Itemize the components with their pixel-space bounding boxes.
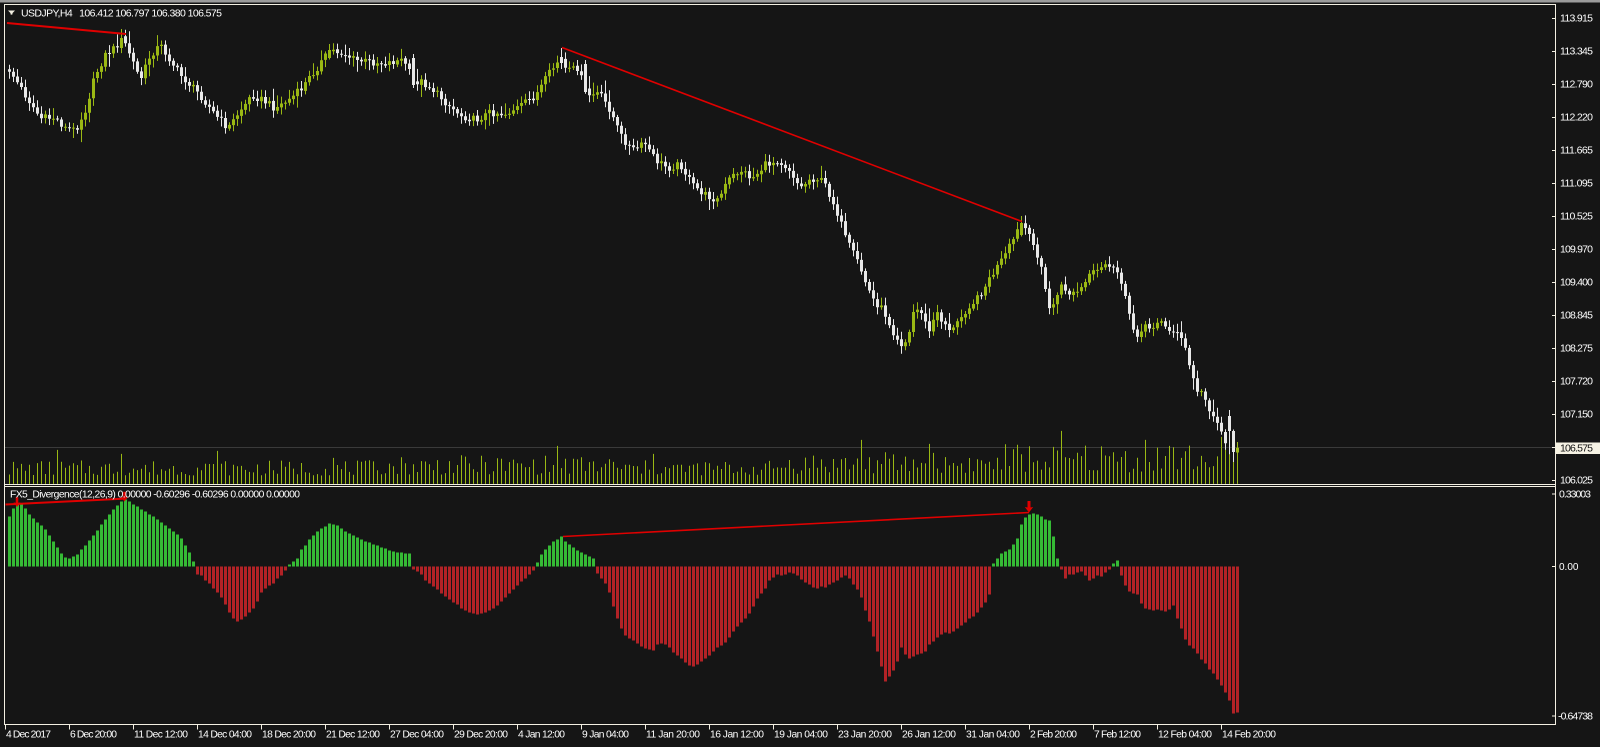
svg-text:-0.64738: -0.64738 xyxy=(1558,711,1593,723)
svg-text:113.345: 113.345 xyxy=(1560,46,1593,58)
svg-text:14 Dec 04:00: 14 Dec 04:00 xyxy=(198,730,252,741)
svg-text:19 Jan 04:00: 19 Jan 04:00 xyxy=(774,730,828,741)
svg-text:FX5_Divergence(12,26,9) 0.0000: FX5_Divergence(12,26,9) 0.00000 -0.60296… xyxy=(10,490,300,501)
svg-text:27 Dec 04:00: 27 Dec 04:00 xyxy=(390,730,444,741)
svg-text:4 Dec 2017: 4 Dec 2017 xyxy=(6,730,51,741)
svg-text:109.400: 109.400 xyxy=(1560,277,1593,289)
svg-text:21 Dec 12:00: 21 Dec 12:00 xyxy=(326,730,380,741)
svg-text:110.525: 110.525 xyxy=(1560,211,1593,223)
svg-text:16 Jan 12:00: 16 Jan 12:00 xyxy=(710,730,764,741)
svg-text:106.025: 106.025 xyxy=(1560,475,1593,487)
svg-text:107.720: 107.720 xyxy=(1560,376,1593,388)
svg-text:112.790: 112.790 xyxy=(1560,79,1593,91)
svg-text:111.095: 111.095 xyxy=(1560,178,1593,190)
svg-text:7 Feb 12:00: 7 Feb 12:00 xyxy=(1094,730,1141,741)
svg-text:29 Dec 20:00: 29 Dec 20:00 xyxy=(454,730,508,741)
svg-text:26 Jan 12:00: 26 Jan 12:00 xyxy=(902,730,956,741)
svg-text:4 Jan 12:00: 4 Jan 12:00 xyxy=(518,730,565,741)
svg-text:0.00: 0.00 xyxy=(1559,562,1579,573)
svg-text:18 Dec 20:00: 18 Dec 20:00 xyxy=(262,730,316,741)
svg-text:14 Feb 20:00: 14 Feb 20:00 xyxy=(1222,730,1276,741)
svg-text:31 Jan 04:00: 31 Jan 04:00 xyxy=(966,730,1020,741)
svg-text:23 Jan 20:00: 23 Jan 20:00 xyxy=(838,730,892,741)
svg-text:0.33003: 0.33003 xyxy=(1559,489,1591,501)
svg-text:106.575: 106.575 xyxy=(1560,443,1593,455)
svg-text:11 Jan 20:00: 11 Jan 20:00 xyxy=(646,730,700,741)
svg-text:2 Feb 20:00: 2 Feb 20:00 xyxy=(1030,730,1077,741)
svg-text:107.150: 107.150 xyxy=(1560,409,1593,421)
svg-text:11 Dec 12:00: 11 Dec 12:00 xyxy=(134,730,188,741)
svg-text:112.220: 112.220 xyxy=(1560,112,1593,124)
svg-text:108.275: 108.275 xyxy=(1560,343,1593,355)
svg-text:6 Dec 20:00: 6 Dec 20:00 xyxy=(70,730,117,741)
svg-text:12 Feb 04:00: 12 Feb 04:00 xyxy=(1158,730,1212,741)
svg-text:111.665: 111.665 xyxy=(1560,145,1593,157)
svg-text:108.845: 108.845 xyxy=(1560,310,1593,322)
svg-text:113.915: 113.915 xyxy=(1560,13,1593,25)
svg-text:109.970: 109.970 xyxy=(1560,244,1593,256)
svg-text:9 Jan 04:00: 9 Jan 04:00 xyxy=(582,730,629,741)
svg-text:USDJPY,H4 106.412 106.797 106: USDJPY,H4 106.412 106.797 106.380 106.57… xyxy=(21,8,222,20)
